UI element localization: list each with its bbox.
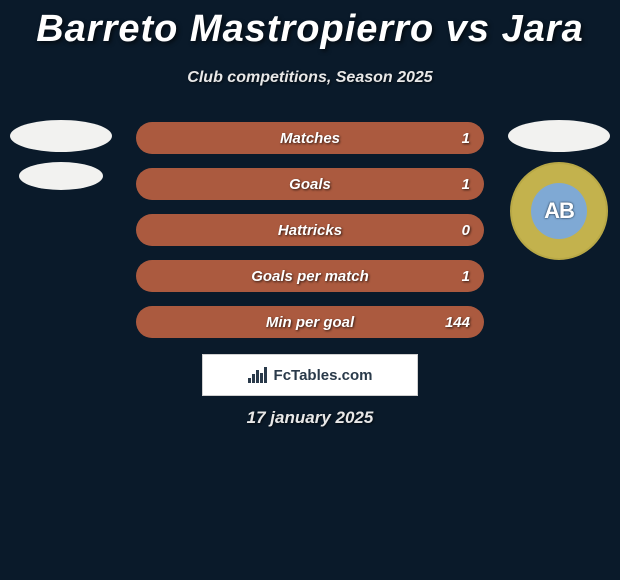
brand-attribution: FcTables.com [202,354,418,396]
stat-label: Goals [289,176,331,193]
stat-value: 1 [462,176,470,193]
chart-icon [248,367,268,383]
stat-row-hattricks: Hattricks 0 [136,214,484,246]
page-title: Barreto Mastropierro vs Jara [0,0,620,51]
player-club-placeholder [19,162,103,190]
stat-row-goals-per-match: Goals per match 1 [136,260,484,292]
stat-value: 144 [445,314,470,331]
stat-label: Min per goal [266,314,354,331]
club-badge: AB [510,162,608,260]
player-avatar-placeholder [508,120,610,152]
brand-text: FcTables.com [274,367,373,384]
stat-value: 1 [462,268,470,285]
club-badge-inner: AB [531,183,587,239]
stat-row-matches: Matches 1 [136,122,484,154]
club-badge-initials: AB [544,198,574,224]
comparison-bars: Matches 1 Goals 1 Hattricks 0 Goals per … [136,122,484,338]
stat-label: Hattricks [278,222,342,239]
right-player-column: AB [504,120,614,260]
stat-row-goals: Goals 1 [136,168,484,200]
footer-date: 17 january 2025 [0,408,620,428]
player-avatar-placeholder [10,120,112,152]
left-player-column [6,120,116,190]
page-subtitle: Club competitions, Season 2025 [0,69,620,87]
stat-label: Goals per match [251,268,369,285]
stat-label: Matches [280,130,340,147]
stat-row-min-per-goal: Min per goal 144 [136,306,484,338]
stat-value: 1 [462,130,470,147]
stat-value: 0 [462,222,470,239]
